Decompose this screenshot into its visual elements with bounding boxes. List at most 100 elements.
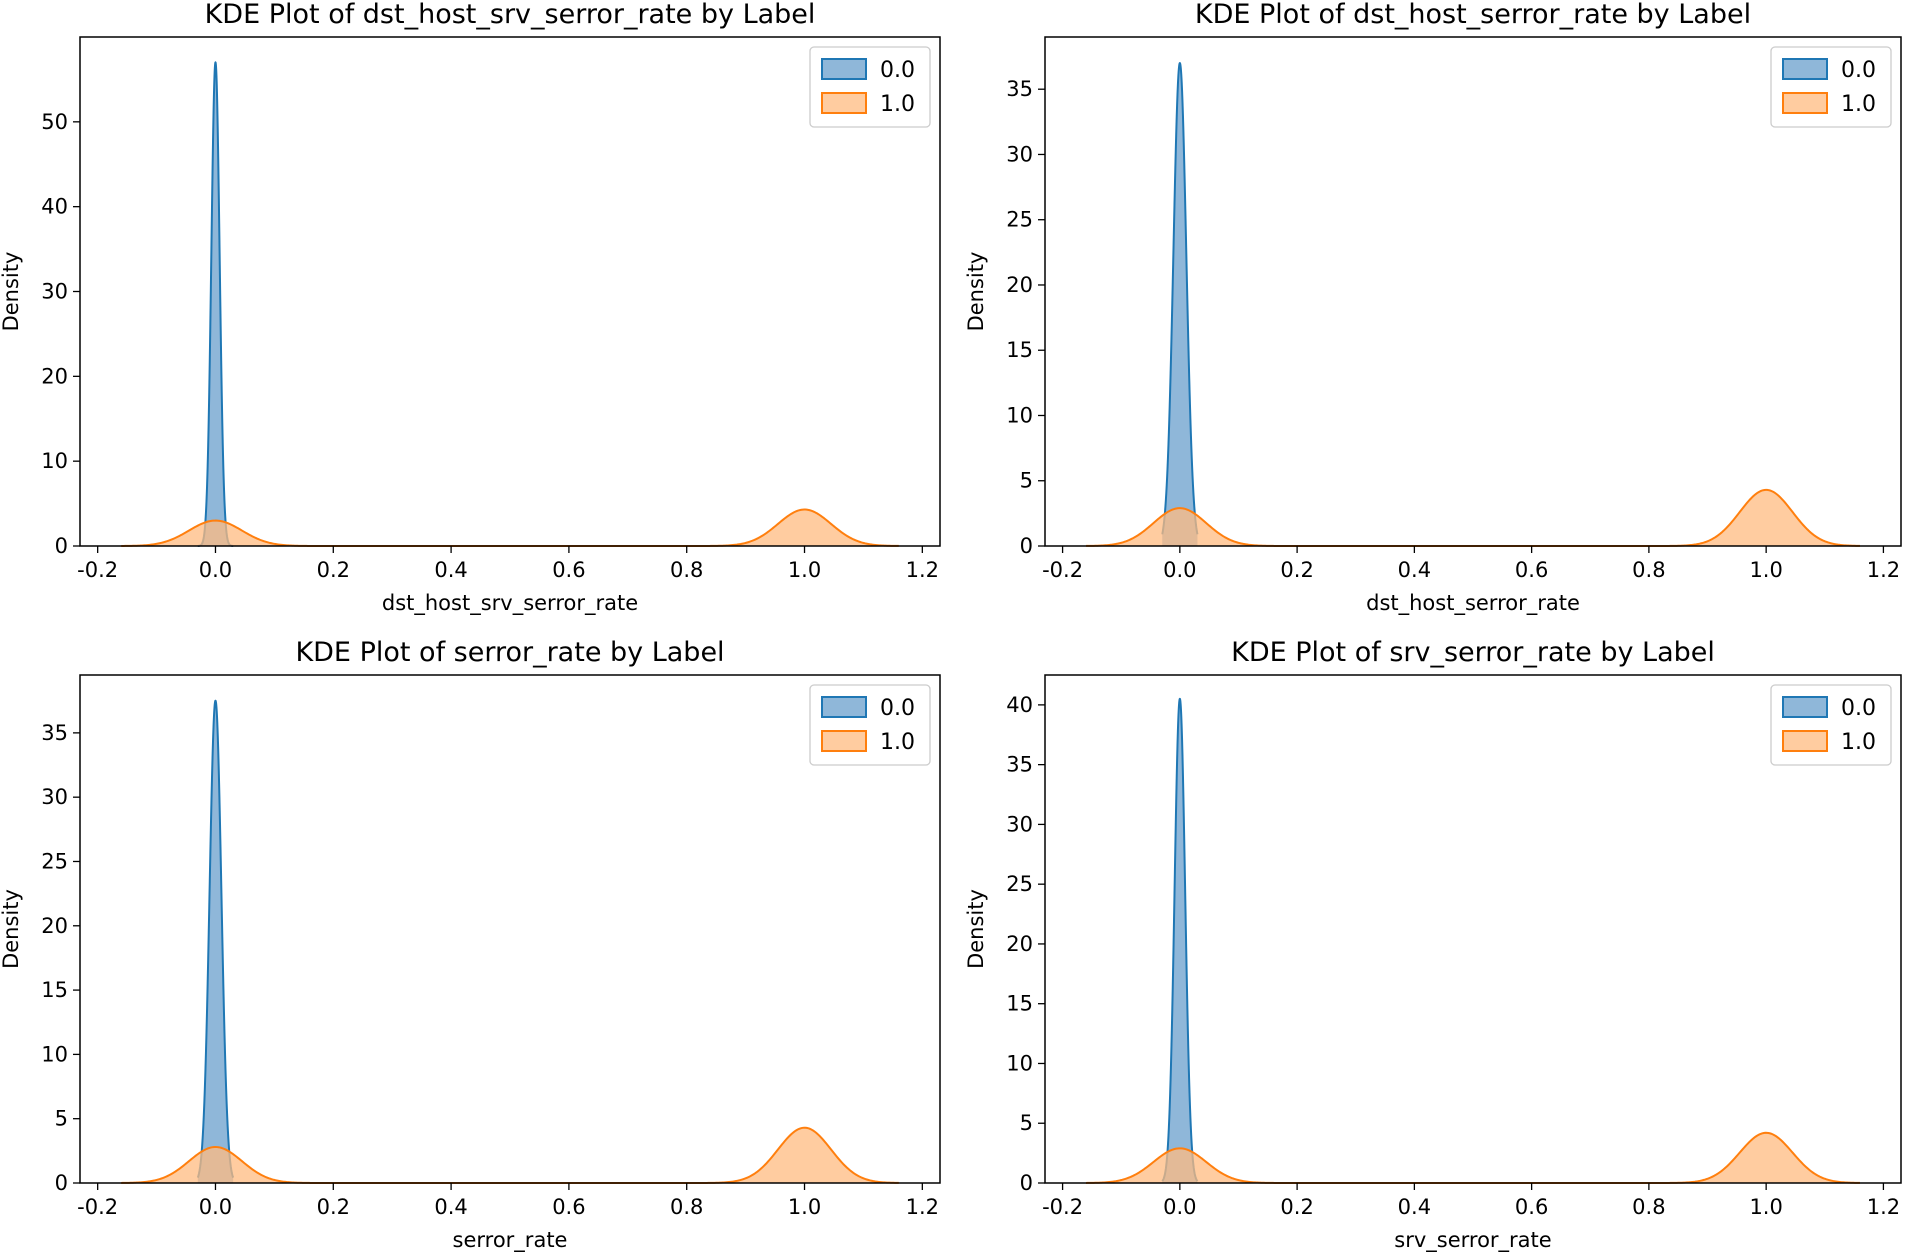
axes-frame	[1044, 674, 1902, 1184]
kde-area-0.0	[197, 62, 234, 546]
y-tick-label: 10	[41, 449, 68, 473]
kde-area-1.0	[121, 509, 899, 546]
x-tick-label: 1.2	[1867, 1195, 1900, 1219]
y-tick-label: 0	[55, 1171, 68, 1195]
kde-area-1.0	[1086, 1132, 1860, 1183]
kde-panel-4: KDE Plot of srv_serror_rate by Label -0.2…	[964, 637, 1902, 1253]
y-tick-label: 35	[1006, 753, 1033, 777]
y-tick-label: 0	[1020, 534, 1033, 558]
kde-area-0.0	[1162, 698, 1198, 1183]
legend-swatch-1.0	[1782, 730, 1828, 752]
x-tick-label: 1.2	[1867, 558, 1900, 582]
y-tick-label: 0	[55, 534, 68, 558]
y-tick-label: 40	[1006, 693, 1033, 717]
x-tick-label: 1.0	[788, 1195, 821, 1219]
legend-swatch-1.0	[821, 92, 867, 114]
x-tick-label: 0.8	[1632, 558, 1665, 582]
x-tick-label: 0.4	[1398, 558, 1431, 582]
legend-label: 1.0	[880, 730, 915, 755]
y-tick-label: 10	[1006, 1051, 1033, 1075]
x-tick-label: 1.0	[1749, 1195, 1782, 1219]
legend-swatch-0.0	[821, 58, 867, 80]
y-tick-label: 35	[41, 721, 68, 745]
x-axis-label: serror_rate	[453, 1228, 568, 1253]
x-tick-label: -0.2	[77, 558, 118, 582]
x-tick-label: 0.6	[1515, 1195, 1548, 1219]
x-tick-label: 0.8	[670, 558, 703, 582]
legend: 0.01.0	[1770, 46, 1892, 128]
legend-label: 1.0	[1841, 730, 1876, 755]
panel-title: KDE Plot of dst_host_srv_serror_rate by …	[205, 0, 816, 30]
x-tick-label: 0.6	[552, 1195, 585, 1219]
x-tick-label: 0.2	[1280, 1195, 1313, 1219]
kde-area-1.0	[1086, 489, 1860, 546]
y-axis-label: Density	[964, 889, 988, 969]
x-axis-label: dst_host_srv_serror_rate	[382, 591, 638, 616]
kde-panel-2: KDE Plot of dst_host_serror_rate by Labe…	[964, 0, 1902, 616]
kde-area-1.0	[121, 1127, 899, 1183]
kde-line-0.0	[196, 699, 235, 1178]
y-tick-label: 10	[41, 1042, 68, 1066]
legend-swatch-1.0	[1782, 92, 1828, 114]
legend-label: 1.0	[1841, 92, 1876, 117]
legend-swatch-0.0	[1782, 58, 1828, 80]
y-tick-label: 20	[41, 914, 68, 938]
y-tick-label: 35	[1006, 77, 1033, 101]
legend-label: 0.0	[880, 696, 915, 721]
x-tick-label: 0.0	[1163, 1195, 1196, 1219]
x-tick-label: 0.0	[199, 1195, 232, 1219]
x-tick-label: 0.4	[1398, 1195, 1431, 1219]
legend-label: 0.0	[1841, 696, 1876, 721]
legend-label: 0.0	[880, 58, 915, 83]
y-tick-label: 20	[1006, 273, 1033, 297]
x-tick-label: 0.4	[434, 1195, 467, 1219]
y-axis-label: Density	[0, 252, 23, 332]
legend-label: 1.0	[880, 92, 915, 117]
x-tick-label: 0.8	[1632, 1195, 1665, 1219]
x-tick-label: 0.2	[317, 1195, 350, 1219]
x-tick-label: 1.2	[906, 1195, 939, 1219]
x-tick-label: 1.0	[1749, 558, 1782, 582]
y-tick-label: 0	[1020, 1171, 1033, 1195]
y-tick-label: 25	[1006, 872, 1033, 896]
y-tick-label: 15	[1006, 338, 1033, 362]
x-tick-label: 0.0	[199, 558, 232, 582]
y-tick-label: 15	[1006, 992, 1033, 1016]
x-tick-label: 0.4	[434, 558, 467, 582]
axes-frame	[79, 674, 941, 1184]
kde-panel-1: KDE Plot of dst_host_srv_serror_rate by …	[0, 0, 941, 616]
x-tick-label: 0.6	[552, 558, 585, 582]
panel-title: KDE Plot of serror_rate by Label	[295, 637, 724, 668]
y-axis-label: Density	[0, 889, 23, 969]
legend: 0.01.0	[1770, 684, 1892, 766]
x-tick-label: 0.0	[1163, 558, 1196, 582]
legend-label: 0.0	[1841, 58, 1876, 83]
x-axis-label: dst_host_serror_rate	[1366, 591, 1580, 616]
legend-swatch-0.0	[1782, 696, 1828, 718]
x-tick-label: 0.2	[1280, 558, 1313, 582]
x-axis-label: srv_serror_rate	[1394, 1228, 1551, 1253]
x-tick-label: 0.8	[670, 1195, 703, 1219]
legend: 0.01.0	[809, 46, 931, 128]
y-tick-label: 50	[41, 110, 68, 134]
panel-title: KDE Plot of srv_serror_rate by Label	[1231, 637, 1715, 668]
x-tick-label: -0.2	[1042, 1195, 1083, 1219]
y-tick-label: 25	[41, 849, 68, 873]
y-tick-label: 20	[1006, 932, 1033, 956]
x-tick-label: 0.6	[1515, 558, 1548, 582]
y-tick-label: 5	[55, 1107, 68, 1131]
x-tick-label: -0.2	[1042, 558, 1083, 582]
y-tick-label: 30	[1006, 812, 1033, 836]
y-axis-label: Density	[964, 252, 988, 332]
y-tick-label: 5	[1020, 469, 1033, 493]
legend-swatch-0.0	[821, 696, 867, 718]
kde-line-0.0	[1161, 62, 1199, 535]
y-tick-label: 10	[1006, 403, 1033, 427]
y-tick-label: 15	[41, 978, 68, 1002]
y-tick-label: 30	[1006, 142, 1033, 166]
x-tick-label: 1.2	[906, 558, 939, 582]
y-tick-label: 5	[1020, 1111, 1033, 1135]
kde-line-0.0	[1161, 697, 1199, 1182]
y-tick-label: 25	[1006, 208, 1033, 232]
